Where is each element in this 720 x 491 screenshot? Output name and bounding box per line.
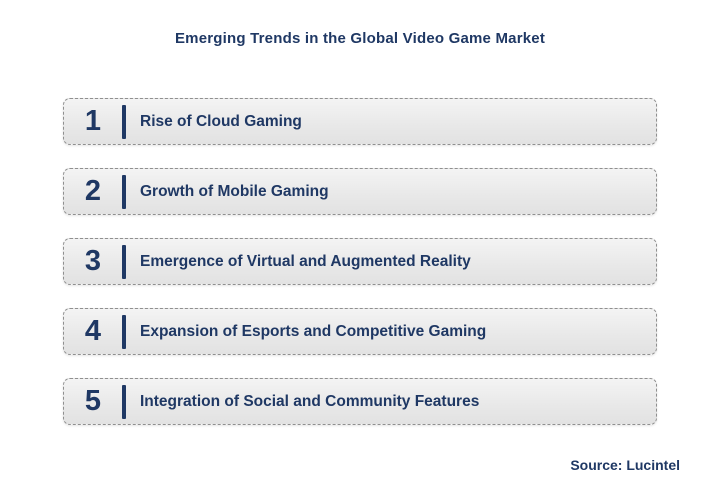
trend-number: 1 bbox=[84, 105, 102, 137]
trend-number: 5 bbox=[84, 385, 102, 417]
divider-bar bbox=[122, 174, 126, 209]
divider-bar bbox=[122, 104, 126, 139]
divider-bar bbox=[122, 314, 126, 349]
trend-row-2: 2 Growth of Mobile Gaming bbox=[63, 168, 657, 215]
trend-number: 4 bbox=[84, 315, 102, 347]
trend-label: Expansion of Esports and Competitive Gam… bbox=[140, 322, 487, 340]
source-attribution: Source: Lucintel bbox=[570, 457, 680, 473]
trend-row-4: 4 Expansion of Esports and Competitive G… bbox=[63, 308, 657, 355]
trend-row-5: 5 Integration of Social and Community Fe… bbox=[63, 378, 657, 425]
divider-bar bbox=[122, 244, 126, 279]
divider-bar bbox=[122, 384, 126, 419]
trend-number: 3 bbox=[84, 245, 102, 277]
trend-label: Rise of Cloud Gaming bbox=[140, 112, 302, 130]
trend-label: Growth of Mobile Gaming bbox=[140, 182, 329, 200]
trend-label: Emergence of Virtual and Augmented Reali… bbox=[140, 252, 471, 270]
page-title: Emerging Trends in the Global Video Game… bbox=[174, 30, 546, 47]
trend-label: Integration of Social and Community Feat… bbox=[140, 392, 480, 410]
trend-number: 2 bbox=[84, 175, 102, 207]
trend-row-3: 3 Emergence of Virtual and Augmented Rea… bbox=[63, 238, 657, 285]
trend-list: 1 Rise of Cloud Gaming 2 Growth of Mobil… bbox=[63, 98, 657, 425]
trend-row-1: 1 Rise of Cloud Gaming bbox=[63, 98, 657, 145]
